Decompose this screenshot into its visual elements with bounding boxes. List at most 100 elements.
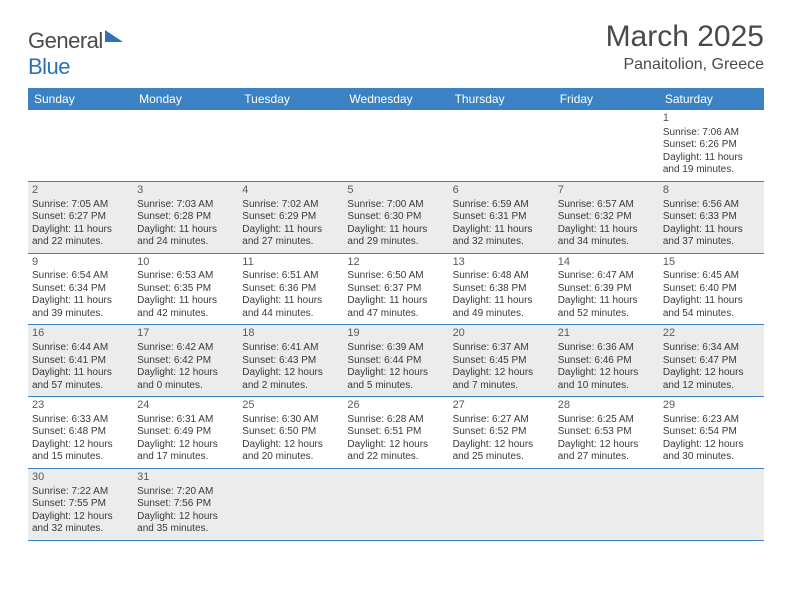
calendar-cell: 5Sunrise: 7:00 AMSunset: 6:30 PMDaylight…: [343, 182, 448, 253]
daylight-line-1: Daylight: 11 hours: [347, 224, 444, 237]
calendar-cell: 17Sunrise: 6:42 AMSunset: 6:42 PMDayligh…: [133, 325, 238, 396]
calendar-cell: 24Sunrise: 6:31 AMSunset: 6:49 PMDayligh…: [133, 397, 238, 468]
day-number: 18: [242, 327, 339, 341]
daylight-line-2: and 44 minutes.: [242, 308, 339, 321]
calendar-cell: [133, 110, 238, 181]
calendar-page: General Blue March 2025 Panaitolion, Gre…: [0, 0, 792, 553]
daylight-line-2: and 24 minutes.: [137, 236, 234, 249]
page-header: General Blue March 2025 Panaitolion, Gre…: [28, 20, 764, 80]
sunset-line: Sunset: 6:48 PM: [32, 426, 129, 439]
calendar-week: 1Sunrise: 7:06 AMSunset: 6:26 PMDaylight…: [28, 110, 764, 182]
day-number: 12: [347, 256, 444, 270]
day-number: 17: [137, 327, 234, 341]
sunrise-line: Sunrise: 6:51 AM: [242, 270, 339, 283]
daylight-line-2: and 12 minutes.: [663, 380, 760, 393]
daylight-line-2: and 49 minutes.: [453, 308, 550, 321]
calendar-cell: 12Sunrise: 6:50 AMSunset: 6:37 PMDayligh…: [343, 254, 448, 325]
calendar-cell: 27Sunrise: 6:27 AMSunset: 6:52 PMDayligh…: [449, 397, 554, 468]
calendar-cell: 26Sunrise: 6:28 AMSunset: 6:51 PMDayligh…: [343, 397, 448, 468]
calendar-week: 9Sunrise: 6:54 AMSunset: 6:34 PMDaylight…: [28, 254, 764, 326]
sunrise-line: Sunrise: 6:31 AM: [137, 414, 234, 427]
sunset-line: Sunset: 6:34 PM: [32, 283, 129, 296]
day-number: 30: [32, 471, 129, 485]
daylight-line-1: Daylight: 11 hours: [32, 224, 129, 237]
calendar-cell: [659, 469, 764, 540]
calendar-cell: 31Sunrise: 7:20 AMSunset: 7:56 PMDayligh…: [133, 469, 238, 540]
sunrise-line: Sunrise: 7:06 AM: [663, 127, 760, 140]
daylight-line-1: Daylight: 12 hours: [242, 439, 339, 452]
calendar-cell: [343, 469, 448, 540]
daylight-line-1: Daylight: 12 hours: [242, 367, 339, 380]
calendar-cell: 4Sunrise: 7:02 AMSunset: 6:29 PMDaylight…: [238, 182, 343, 253]
daylight-line-2: and 10 minutes.: [558, 380, 655, 393]
daylight-line-1: Daylight: 12 hours: [453, 439, 550, 452]
day-number: 26: [347, 399, 444, 413]
sunset-line: Sunset: 6:42 PM: [137, 355, 234, 368]
daylight-line-1: Daylight: 11 hours: [558, 224, 655, 237]
day-number: 13: [453, 256, 550, 270]
sunrise-line: Sunrise: 6:53 AM: [137, 270, 234, 283]
day-number: 29: [663, 399, 760, 413]
daylight-line-1: Daylight: 11 hours: [453, 224, 550, 237]
day-number: 11: [242, 256, 339, 270]
sunset-line: Sunset: 6:26 PM: [663, 139, 760, 152]
calendar-cell: 13Sunrise: 6:48 AMSunset: 6:38 PMDayligh…: [449, 254, 554, 325]
calendar-cell: 9Sunrise: 6:54 AMSunset: 6:34 PMDaylight…: [28, 254, 133, 325]
calendar-cell: [554, 110, 659, 181]
calendar-body: 1Sunrise: 7:06 AMSunset: 6:26 PMDaylight…: [28, 110, 764, 541]
calendar-cell: 6Sunrise: 6:59 AMSunset: 6:31 PMDaylight…: [449, 182, 554, 253]
day-number: 19: [347, 327, 444, 341]
sunrise-line: Sunrise: 7:05 AM: [32, 199, 129, 212]
daylight-line-2: and 37 minutes.: [663, 236, 760, 249]
sunrise-line: Sunrise: 6:42 AM: [137, 342, 234, 355]
daylight-line-1: Daylight: 11 hours: [663, 295, 760, 308]
sunrise-line: Sunrise: 6:48 AM: [453, 270, 550, 283]
day-number: 9: [32, 256, 129, 270]
sunset-line: Sunset: 7:56 PM: [137, 498, 234, 511]
sunrise-line: Sunrise: 6:33 AM: [32, 414, 129, 427]
calendar-week: 2Sunrise: 7:05 AMSunset: 6:27 PMDaylight…: [28, 182, 764, 254]
day-number: 10: [137, 256, 234, 270]
flag-icon: [105, 30, 123, 42]
daylight-line-1: Daylight: 11 hours: [663, 224, 760, 237]
calendar-cell: [238, 469, 343, 540]
calendar-cell: [449, 469, 554, 540]
calendar-cell: 23Sunrise: 6:33 AMSunset: 6:48 PMDayligh…: [28, 397, 133, 468]
sunset-line: Sunset: 6:37 PM: [347, 283, 444, 296]
brand-part2: Blue: [28, 54, 70, 79]
calendar-cell: 19Sunrise: 6:39 AMSunset: 6:44 PMDayligh…: [343, 325, 448, 396]
daylight-line-2: and 0 minutes.: [137, 380, 234, 393]
daylight-line-2: and 32 minutes.: [453, 236, 550, 249]
daylight-line-2: and 57 minutes.: [32, 380, 129, 393]
daylight-line-2: and 20 minutes.: [242, 451, 339, 464]
sunset-line: Sunset: 6:52 PM: [453, 426, 550, 439]
daylight-line-2: and 19 minutes.: [663, 164, 760, 177]
daylight-line-1: Daylight: 11 hours: [32, 367, 129, 380]
day-number: 6: [453, 184, 550, 198]
daylight-line-2: and 27 minutes.: [558, 451, 655, 464]
calendar-cell: 11Sunrise: 6:51 AMSunset: 6:36 PMDayligh…: [238, 254, 343, 325]
calendar-cell: 14Sunrise: 6:47 AMSunset: 6:39 PMDayligh…: [554, 254, 659, 325]
daylight-line-1: Daylight: 12 hours: [137, 367, 234, 380]
calendar-cell: 20Sunrise: 6:37 AMSunset: 6:45 PMDayligh…: [449, 325, 554, 396]
sunrise-line: Sunrise: 6:56 AM: [663, 199, 760, 212]
daylight-line-2: and 22 minutes.: [32, 236, 129, 249]
calendar-cell: 1Sunrise: 7:06 AMSunset: 6:26 PMDaylight…: [659, 110, 764, 181]
sunrise-line: Sunrise: 7:20 AM: [137, 486, 234, 499]
day-number: 21: [558, 327, 655, 341]
sunrise-line: Sunrise: 6:25 AM: [558, 414, 655, 427]
day-number: 3: [137, 184, 234, 198]
daylight-line-2: and 54 minutes.: [663, 308, 760, 321]
daylight-line-2: and 52 minutes.: [558, 308, 655, 321]
daylight-line-2: and 42 minutes.: [137, 308, 234, 321]
daylight-line-1: Daylight: 11 hours: [32, 295, 129, 308]
daylight-line-2: and 17 minutes.: [137, 451, 234, 464]
daylight-line-1: Daylight: 12 hours: [137, 439, 234, 452]
daylight-line-1: Daylight: 11 hours: [347, 295, 444, 308]
calendar-cell: 21Sunrise: 6:36 AMSunset: 6:46 PMDayligh…: [554, 325, 659, 396]
sunrise-line: Sunrise: 7:03 AM: [137, 199, 234, 212]
daylight-line-1: Daylight: 12 hours: [32, 511, 129, 524]
daylight-line-1: Daylight: 12 hours: [137, 511, 234, 524]
day-number: 23: [32, 399, 129, 413]
sunset-line: Sunset: 6:35 PM: [137, 283, 234, 296]
